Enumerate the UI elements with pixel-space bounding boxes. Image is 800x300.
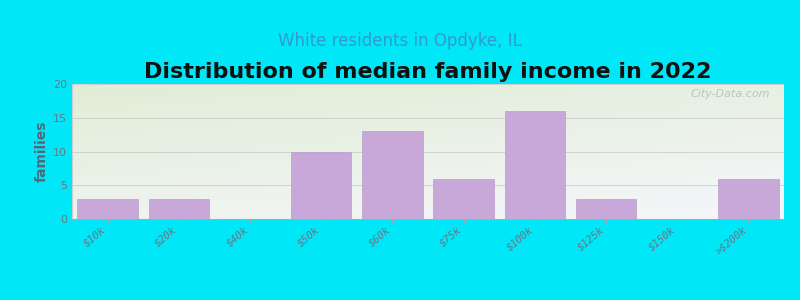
Text: City-Data.com: City-Data.com	[690, 89, 770, 99]
Bar	[718, 178, 778, 219]
Bar	[291, 152, 351, 219]
Y-axis label: families: families	[35, 121, 49, 182]
Bar	[362, 131, 422, 219]
Bar	[78, 199, 138, 219]
Bar	[576, 199, 636, 219]
Text: White residents in Opdyke, IL: White residents in Opdyke, IL	[278, 32, 522, 50]
Bar	[505, 111, 565, 219]
Bar	[434, 178, 494, 219]
Title: Distribution of median family income in 2022: Distribution of median family income in …	[144, 62, 712, 82]
Bar	[149, 199, 209, 219]
